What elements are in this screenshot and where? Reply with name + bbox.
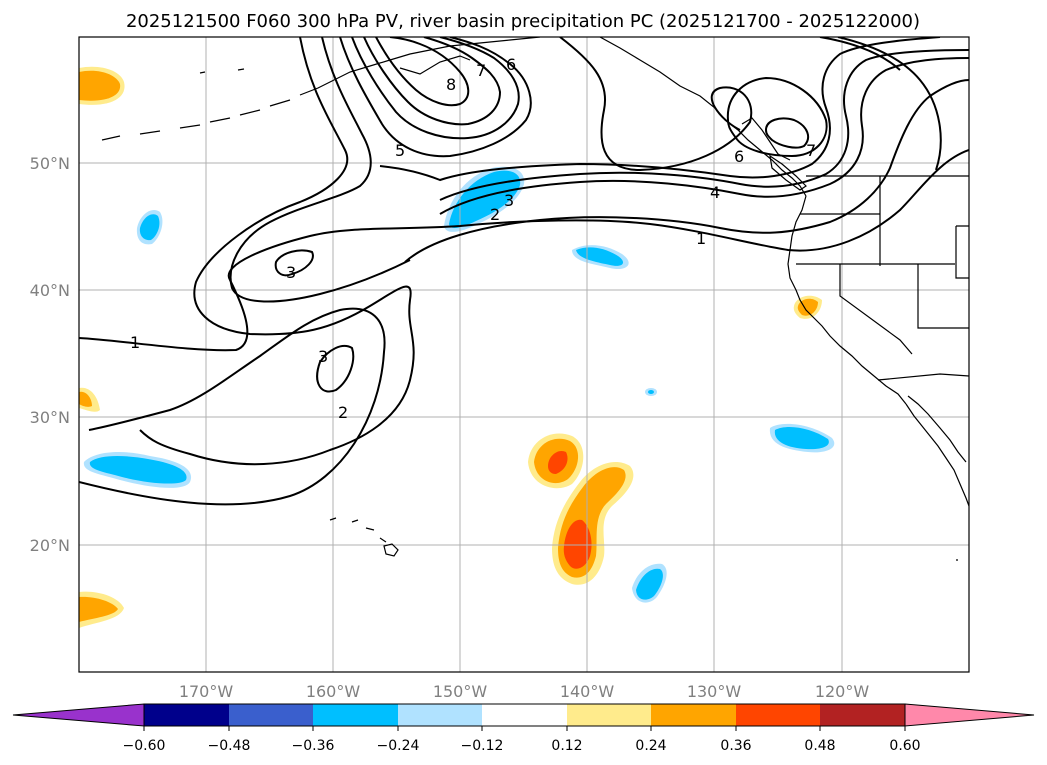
precip-negative-region — [576, 247, 624, 266]
precip-positive-region — [79, 596, 118, 622]
colorbar-segment — [482, 704, 567, 726]
pv-contours — [79, 37, 969, 506]
lon-label: 140°W — [560, 682, 615, 701]
lat-label: 50°N — [30, 154, 70, 173]
latitude-labels: 50°N 40°N 30°N 20°N — [30, 154, 70, 555]
colorbar-tick-label: −0.48 — [208, 738, 251, 754]
pv-label: 2 — [338, 403, 348, 422]
colorbar-tick-label: 0.12 — [551, 738, 582, 754]
lon-label: 130°W — [687, 682, 742, 701]
colorbar-segment — [651, 704, 736, 726]
pv-label: 3 — [286, 263, 296, 282]
colorbar-extend-min — [12, 703, 145, 727]
pv-label: 3 — [504, 191, 514, 210]
colorbar-tick-label: −0.12 — [461, 738, 504, 754]
lon-label: 170°W — [179, 682, 234, 701]
precip-negative-region — [774, 427, 829, 450]
precip-positive-region — [548, 450, 568, 474]
colorbar-tick-label: 0.60 — [889, 738, 920, 754]
precip-negative-region — [636, 568, 663, 600]
colorbar-segment — [398, 704, 482, 726]
lon-label: 160°W — [306, 682, 361, 701]
pv-label: 6 — [506, 55, 516, 74]
precip-positive-region — [79, 391, 92, 407]
colorbar-segment — [736, 704, 820, 726]
colorbar-tick-label: 0.36 — [720, 738, 751, 754]
map-frame — [78, 36, 970, 673]
lat-label: 40°N — [30, 281, 70, 300]
graticule — [79, 37, 969, 672]
lat-label: 30°N — [30, 408, 70, 427]
colorbar-tick-label: −0.24 — [377, 738, 420, 754]
pv-label: 7 — [476, 61, 486, 80]
precip-negative-region — [139, 214, 160, 241]
map-title: 2025121500 F060 300 hPa PV, river basin … — [126, 11, 920, 32]
precip-positive-region — [797, 298, 818, 316]
pv-label: 3 — [318, 347, 328, 366]
lon-label: 120°W — [815, 682, 870, 701]
precip-negative-region — [648, 390, 654, 394]
colorbar-tick-label: −0.36 — [292, 738, 335, 754]
precip-negative-region — [89, 455, 187, 484]
pv-contour-labels: 8 7 6 5 4 3 2 1 3 1 3 2 7 6 — [130, 55, 816, 422]
pv-label: 8 — [446, 75, 456, 94]
colorbar-outline — [143, 703, 906, 727]
pv-label: 4 — [710, 183, 720, 202]
colorbar-ticks — [143, 726, 906, 731]
precip-positive-region — [79, 70, 121, 101]
pv-label: 6 — [734, 147, 744, 166]
lat-label: 20°N — [30, 536, 70, 555]
colorbar-segment — [820, 704, 905, 726]
precip-shading — [79, 66, 835, 628]
pv-label: 1 — [696, 229, 706, 248]
pv-label: 2 — [490, 205, 500, 224]
pv-label: 1 — [130, 333, 140, 352]
pv-label: 7 — [806, 141, 816, 160]
colorbar-segment — [567, 704, 651, 726]
map-area — [79, 37, 969, 672]
colorbar-extend-max — [904, 703, 1035, 727]
pv-label: 5 — [395, 141, 405, 160]
colorbar: −0.60 −0.48 −0.36 −0.24 −0.12 0.12 0.24 … — [12, 703, 1035, 754]
colorbar-tick-label: 0.48 — [804, 738, 835, 754]
colorbar-segment — [144, 704, 229, 726]
colorbar-segment — [229, 704, 313, 726]
colorbar-tick-label: 0.24 — [635, 738, 666, 754]
colorbar-segment — [313, 704, 398, 726]
longitude-labels: 170°W 160°W 150°W 140°W 130°W 120°W — [179, 682, 870, 701]
precip-negative-region — [449, 170, 521, 228]
precip-positive-region — [563, 519, 592, 569]
colorbar-tick-label: −0.60 — [123, 738, 166, 754]
lon-label: 150°W — [433, 682, 488, 701]
